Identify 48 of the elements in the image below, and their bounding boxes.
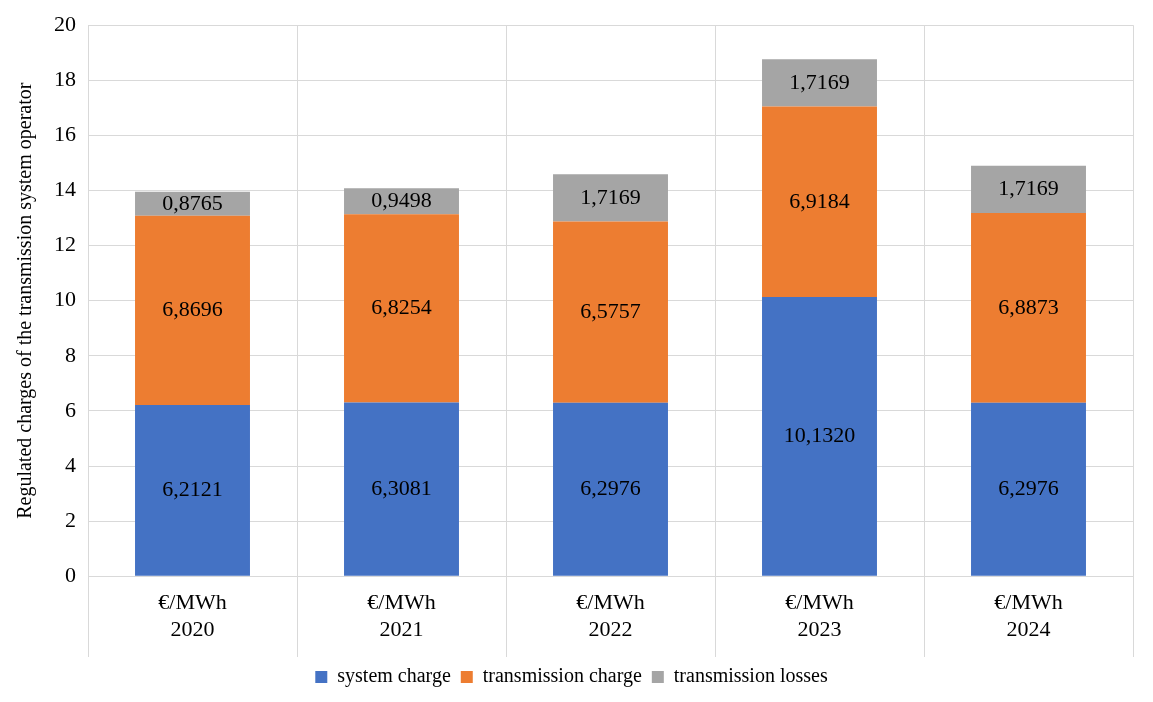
bar	[135, 215, 250, 406]
y-tick-label: 16	[54, 121, 76, 147]
bar	[762, 106, 877, 298]
data-label: 0,8765	[162, 189, 223, 215]
y-tick-label: 0	[65, 561, 76, 587]
y-tick-label: 10	[54, 286, 76, 312]
bar	[553, 402, 668, 576]
bar	[971, 402, 1086, 576]
y-tick-label: 2	[65, 506, 76, 532]
x-tick-label: €/MWh 2021	[367, 589, 436, 641]
data-label: 6,9184	[789, 187, 850, 213]
data-label: 1,7169	[580, 183, 641, 209]
data-label: 6,8696	[162, 296, 223, 322]
bar	[344, 214, 459, 403]
y-tick-label: 4	[65, 451, 76, 477]
bar	[971, 212, 1086, 403]
y-tick-label: 12	[54, 231, 76, 257]
bar	[971, 165, 1086, 213]
data-label: 1,7169	[789, 68, 850, 94]
bar	[762, 59, 877, 107]
bar	[553, 221, 668, 403]
bar	[344, 402, 459, 576]
data-label: 10,1320	[783, 422, 856, 448]
y-axis-title: Regulated charges of the transmission system operator	[13, 82, 37, 519]
bar	[135, 405, 250, 576]
data-label: 0,9498	[371, 187, 432, 213]
x-tick-label: €/MWh 2023	[785, 589, 854, 641]
y-tick-label: 18	[54, 66, 76, 92]
legend-label: transmission charge	[482, 664, 642, 688]
x-tick-label: €/MWh 2020	[158, 589, 227, 641]
bar	[762, 297, 877, 576]
data-label: 6,8254	[371, 294, 432, 320]
data-label: 6,3081	[371, 474, 432, 500]
x-tick-label: €/MWh 2024	[994, 589, 1063, 641]
bar	[553, 174, 668, 222]
y-tick-label: 20	[54, 10, 76, 36]
legend-label: transmission losses	[673, 664, 828, 687]
x-tick-label: €/MWh 2022	[576, 589, 645, 641]
y-tick-label: 14	[54, 176, 76, 202]
data-label: 6,8873	[998, 293, 1059, 319]
data-label: 6,2976	[580, 474, 641, 500]
data-label: 6,2976	[998, 474, 1059, 500]
y-tick-label: 8	[65, 341, 76, 367]
y-tick-label: 6	[65, 396, 76, 422]
data-label: 1,7169	[998, 175, 1059, 201]
data-label: 6,2121	[162, 476, 223, 502]
legend-label: system charge	[337, 664, 451, 688]
data-label: 6,5757	[580, 297, 641, 323]
